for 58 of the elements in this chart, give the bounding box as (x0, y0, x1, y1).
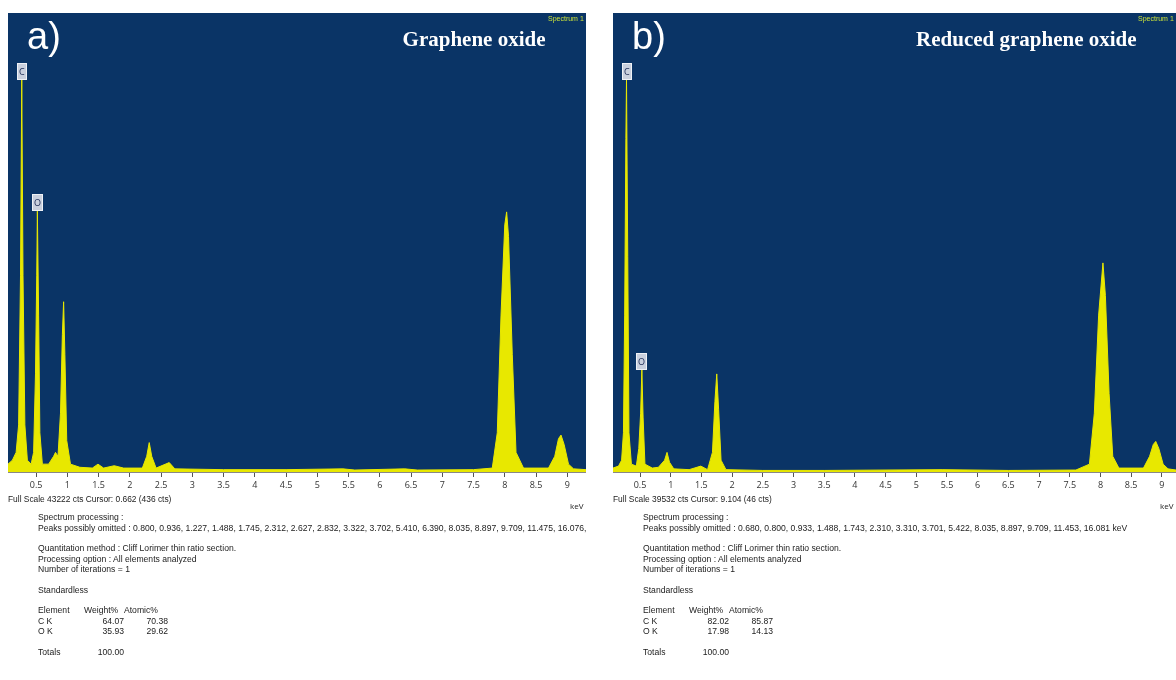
text: Quantitation method : Cliff Lorimer thin ratio section. Processing option : All elements analyzed Number of iterations = 1 (38, 543, 238, 575)
x-tick-label: 4 (252, 477, 258, 491)
x-tick-label: 1.5 (695, 477, 708, 491)
text: Standardless (643, 584, 695, 595)
x-tick-label: 0.5 (633, 477, 647, 491)
x-tick-label: 1.5 (92, 477, 105, 491)
text: Totals 100.00 (38, 646, 124, 657)
x-tick-label: 5 (314, 477, 320, 491)
chart-title: Reduced graphene oxide (916, 26, 1137, 51)
chart-title: Graphene oxide (402, 26, 546, 51)
x-tick-label: 6.5 (404, 477, 418, 491)
x-axis-title: keV (570, 500, 584, 511)
x-tick-label: 6 (377, 477, 383, 491)
text: Spectrum processing : Peaks possibly omitted : 0.680, 0.800, 0.933, 1.488, 1.743, 2.310, 3.310, 3.701, 5.422, 8.035, 8.897, 9.709, 11.453, 16.081 keV (643, 512, 1128, 533)
text: Element Weight% Atomic% C K 82.02 85.87 O K 17.98 14.13 (643, 605, 773, 636)
x-tick-label: 9 (1159, 477, 1165, 491)
x-tick-label: 2.5 (154, 477, 168, 491)
x-tick-label: 8.5 (529, 477, 543, 491)
x-tick-label: 3.5 (217, 477, 230, 491)
x-axis-title: keV (1160, 500, 1174, 511)
x-tick-label: 8 (1097, 477, 1104, 491)
text: a) (27, 15, 61, 57)
x-tick-label: 1 (668, 477, 674, 491)
x-tick-label: 3.5 (817, 477, 831, 491)
x-tick-label: 7.5 (467, 477, 480, 491)
x-tick-label: 6.5 (1002, 477, 1015, 491)
text: Element Weight% Atomic% C K 64.07 70.38 O K 35.93 29.62 (38, 605, 168, 636)
x-tick-label: 2 (729, 477, 735, 491)
x-tick-label: 9 (564, 477, 570, 491)
x-tick-label: 2.5 (756, 477, 770, 491)
x-tick-label: 8.5 (1124, 477, 1138, 491)
x-tick-label: 3 (189, 477, 195, 491)
text: b) (632, 15, 666, 57)
annotation: C (19, 65, 25, 78)
annotation: O (638, 355, 646, 368)
text: Standardless (38, 584, 90, 595)
x-tick-label: 4 (852, 477, 858, 491)
text: Quantitation method : Cliff Lorimer thin ratio section. Processing option : All elements analyzed Number of iterations = 1 (643, 543, 843, 575)
x-tick-label: 5.5 (342, 477, 355, 491)
x-tick-label: 3 (790, 477, 797, 491)
x-tick-label: 8 (502, 477, 508, 491)
text: Totals 100.00 (643, 646, 729, 657)
x-tick-label: 4.5 (879, 477, 892, 491)
x-tick-label: 7 (439, 477, 445, 491)
x-tick-label: 5 (913, 477, 919, 491)
text: Spectrum processing : Peaks possibly omitted : 0.800, 0.936, 1.227, 1.488, 1.745, 2.312, 2.627, 2.832, 3.322, 3.702, 5.410, 6.390, 8.035, 8.897, 9.709, 11.475, 16.076, (38, 512, 587, 533)
x-tick-label: 7 (1036, 477, 1042, 491)
x-tick-label: 6 (975, 477, 981, 491)
x-tick-label: 2 (127, 477, 133, 491)
text: Full Scale 39532 cts Cursor: 9.104 (46 cts) (613, 494, 772, 504)
annotation: C (624, 65, 630, 78)
x-tick-label: 5.5 (940, 477, 954, 491)
x-tick-label: 7.5 (1063, 477, 1077, 491)
x-tick-label: 1 (64, 477, 70, 491)
x-tick-label: 4.5 (279, 477, 293, 491)
annotation: O (34, 196, 42, 209)
text: Full Scale 43222 cts Cursor: 0.662 (436 cts) (8, 494, 172, 504)
x-tick-label: 0.5 (29, 477, 43, 491)
